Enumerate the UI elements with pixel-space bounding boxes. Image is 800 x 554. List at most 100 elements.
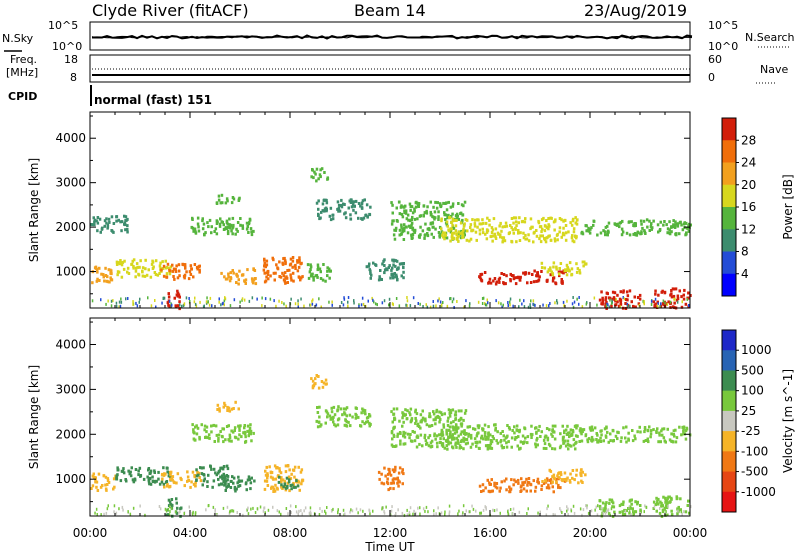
velocity-cell [343,412,347,416]
time-tick-label: 20:00 [573,526,608,540]
velocity-cell [642,439,646,443]
power-ytick-label: 4000 [55,131,86,145]
power-cell [397,200,401,204]
velocity-cell [666,501,669,505]
velocity-cell [194,484,197,488]
power-cell [107,268,111,272]
power-cell [357,216,360,220]
velocity-cell [496,508,498,512]
power-cell [459,221,463,225]
velocity-cell [280,512,282,516]
velocity-cell [545,427,549,430]
power-cell [190,225,193,229]
velocity-cell [441,431,444,434]
power-cell [156,273,160,277]
power-cell [564,238,568,242]
power-cell [423,211,427,215]
velocity-cell [526,512,528,515]
velocity-cell [171,503,174,507]
power-cell [174,270,178,273]
velocity-cell [249,423,252,427]
power-cell [279,275,283,279]
velocity-cell [195,468,198,472]
power-cell [505,224,509,228]
velocity-cell [667,504,669,508]
power-cell [222,301,224,305]
velocity-cell [482,508,485,512]
velocity-cell [415,445,419,449]
velocity-cell [492,508,494,512]
power-cell [463,229,466,233]
velocity-cell [116,473,119,477]
power-cell [401,227,404,231]
velocity-cell [435,408,439,412]
power-cell [210,231,213,235]
velocity-cell [221,467,225,471]
velocity-cell [316,406,319,409]
velocity-cell [521,434,525,438]
velocity-cell [517,481,520,485]
velocity-cell [487,434,490,438]
velocity-cell [429,441,433,445]
power-cell [457,230,461,234]
power-cell [412,229,416,233]
power-cell [382,259,385,263]
power-cell [572,296,574,299]
velocity-cell [390,481,393,485]
station-title: Clyde River (fitACF) [92,1,249,20]
velocity-cell [269,475,273,479]
velocity-cell [476,424,480,428]
velocity-cell [471,442,474,446]
power-cell [211,304,213,308]
velocity-cell [479,511,481,515]
velocity-cell [676,512,679,516]
velocity-cell [343,423,347,427]
power-cell [604,296,608,300]
power-cell [347,296,350,299]
velocity-cell [462,511,464,515]
velocity-cell [169,470,173,474]
power-cell [389,276,392,280]
power-cell [230,201,234,205]
power-cell [220,271,223,275]
power-cell [239,223,242,227]
velocity-cell [455,430,459,434]
power-cell [190,267,193,271]
power-cell [371,296,373,300]
power-cell [365,203,369,207]
power-cell [386,268,389,272]
power-cell [299,278,302,282]
velocity-cell [515,424,519,428]
power-cell [551,279,555,283]
power-cell [272,271,276,275]
power-cell [545,219,548,222]
velocity-cell [661,503,664,507]
power-cell [685,221,688,225]
velocity-cell [180,478,183,482]
velocity-cell [119,479,123,483]
velocity-cell [481,427,484,431]
velocity-cell [549,478,553,482]
velocity-cell [648,425,651,429]
velocity-cell [430,439,434,443]
velocity-cell [368,413,371,416]
power-cell [267,277,270,281]
velocity-cell [534,445,538,449]
velocity-cell [240,479,244,483]
power-cell [147,296,149,300]
velocity-cell [551,424,555,428]
power-cell [523,272,527,276]
velocity-cell [458,446,461,450]
velocity-cell [297,512,299,516]
power-cell [103,224,106,228]
velocity-cell [500,480,503,484]
velocity-cell [449,409,452,412]
velocity-cell [304,506,307,510]
power-cell [402,238,406,241]
velocity-cell [596,513,599,517]
velocity-cell [390,509,393,513]
velocity-cell [133,478,137,482]
velocity-cell [432,418,435,422]
power-cell [226,222,229,226]
velocity-cell [199,479,203,483]
